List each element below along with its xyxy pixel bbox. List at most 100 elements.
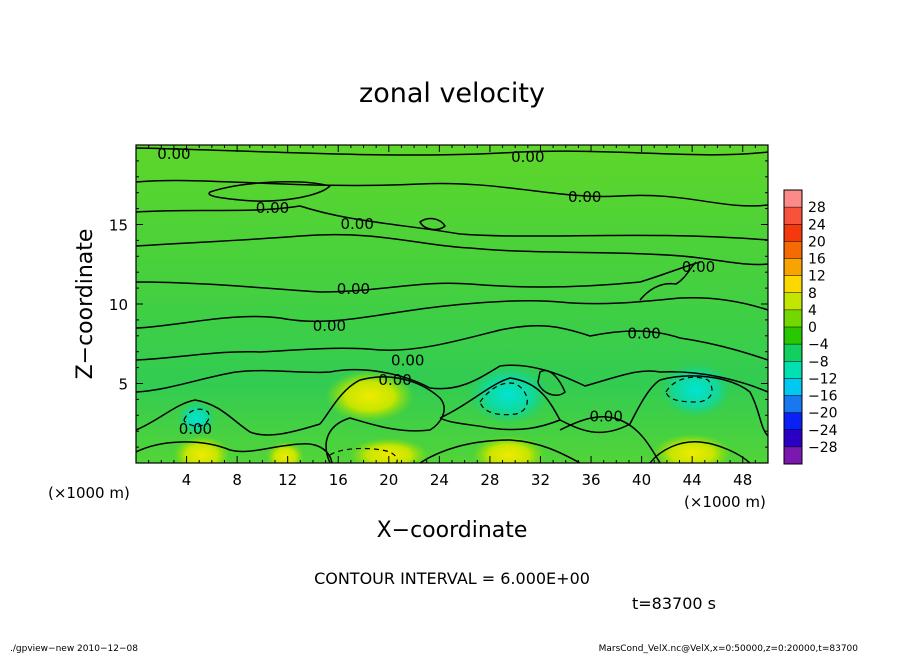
contour-label: 0.00: [340, 215, 373, 233]
contour-label: 0.00: [378, 371, 411, 389]
colorbar-swatch: [784, 361, 802, 379]
colorbar-swatch: [784, 446, 802, 465]
colorbar-swatch: [784, 327, 802, 345]
contour-line: [559, 375, 768, 437]
colorbar-label: 24: [808, 217, 826, 233]
colorbar-label: 28: [808, 200, 826, 216]
colorbar-swatch: [784, 412, 802, 431]
colorbar-swatch: [784, 258, 802, 277]
contour-label: 0.00: [627, 325, 660, 343]
colorbar-swatch: [784, 224, 802, 242]
positive-anomaly: [325, 370, 415, 422]
x-tick-label: 48: [733, 471, 752, 489]
contour-label: 0.00: [256, 199, 289, 217]
colorbar-swatch: [784, 309, 802, 328]
x-tick-label: 32: [531, 471, 550, 489]
contour-label: 0.00: [157, 145, 190, 163]
colorbar-label: 12: [808, 269, 826, 285]
contour-line: [649, 441, 751, 463]
contour-lines: [136, 147, 768, 463]
y-tick-label: 5: [118, 376, 128, 394]
contour-label: 0.00: [337, 280, 370, 298]
time-text: t=83700 s: [632, 594, 716, 613]
colorbar-swatch: [784, 190, 802, 208]
dashed-contour: [665, 376, 713, 403]
contour-interval-text: CONTOUR INTERVAL = 6.000E+00: [314, 569, 590, 588]
colorbar-swatch: [784, 344, 802, 362]
x-tick-label: 16: [329, 471, 348, 489]
x-tick-label: 36: [581, 471, 600, 489]
x-tick-label: 8: [232, 471, 242, 489]
plot-area: 0.00 0.00 0.00 0.00 0.00 0.00 0.00 0.00 0.00 0.00…: [136, 145, 768, 463]
contour-line: [136, 325, 768, 361]
x-tick-label: 28: [480, 471, 499, 489]
contour-line: [136, 399, 321, 436]
colorbar-label: −24: [808, 423, 838, 439]
x-axis-unit-left: (×1000 m): [48, 484, 130, 502]
positive-anomaly: [652, 434, 732, 463]
colorbar-label: 0: [808, 320, 817, 336]
colorbar-label: −28: [808, 440, 838, 456]
contour-line: [136, 205, 768, 241]
contour-line: [136, 441, 333, 463]
contour-line: [439, 377, 562, 431]
contour-line: [136, 179, 768, 207]
contour-line: [136, 364, 768, 393]
contour-line: [136, 233, 768, 266]
colorbar-label: −8: [808, 354, 829, 370]
colorbar-swatch: [784, 241, 802, 259]
dashed-contour: [329, 447, 398, 463]
colorbar-label: 4: [808, 303, 817, 319]
dashed-contour: [183, 408, 210, 427]
contour-line: [136, 147, 768, 156]
colorbar-label: −12: [808, 371, 838, 387]
colorbar-swatch: [784, 207, 802, 225]
negative-anomaly: [177, 401, 216, 436]
contour-line: [419, 439, 581, 463]
negative-anomaly: [659, 361, 733, 418]
colorbar-label: 8: [808, 286, 817, 302]
contour-line: [208, 181, 332, 202]
footer-left-text: ./gpview−new 2010−12−08: [10, 644, 138, 654]
colorbar-label: 20: [808, 234, 826, 250]
footer-right-text: MarsCond_VelX.nc@VelX,x=0:50000,z=0:2000…: [599, 644, 859, 654]
y-tick-label: 15: [109, 217, 128, 235]
contour-label: 0.00: [179, 420, 212, 438]
colorbar-label: −20: [808, 406, 838, 422]
contour-line: [136, 261, 701, 293]
chart-title: zonal velocity: [359, 78, 545, 109]
x-tick-label: 24: [430, 471, 449, 489]
negative-anomaly: [467, 364, 550, 425]
positive-anomaly: [349, 437, 429, 463]
plot-background: [136, 145, 768, 463]
y-axis-ticks: 5 10 15: [109, 160, 768, 448]
x-tick-label: 44: [683, 471, 702, 489]
colorbar-swatch: [784, 429, 802, 448]
contour-label: 0.00: [590, 407, 623, 425]
dashed-contours: [183, 376, 713, 463]
colorbar-swatch: [784, 292, 802, 311]
x-tick-label: 40: [632, 471, 651, 489]
x-axis-ticks: 4 8 12 16 20 24 28 32 36 40 44 48: [148, 145, 756, 489]
colorbar-label: −4: [808, 337, 829, 353]
contour-line: [559, 416, 661, 463]
contour-line: [419, 217, 446, 231]
dashed-contour: [479, 382, 528, 416]
contour-label: 0.00: [682, 258, 715, 276]
colorbar-label: 16: [808, 252, 826, 268]
contour-label: 0.00: [313, 317, 346, 335]
contour-line: [537, 369, 566, 396]
x-axis-label: X−coordinate: [377, 518, 528, 543]
x-tick-label: 12: [278, 471, 297, 489]
contour-labels: 0.00 0.00 0.00 0.00 0.00 0.00 0.00 0.00 0.00 0.00…: [157, 145, 715, 438]
contour-label: 0.00: [511, 148, 544, 166]
contour-line: [136, 296, 768, 329]
colorbar-label: −16: [808, 389, 838, 405]
contour-line: [639, 261, 697, 301]
x-tick-label: 20: [379, 471, 398, 489]
colorbar-swatch: [784, 395, 802, 414]
colorbar-swatch: [784, 378, 802, 396]
x-axis-unit-right: (×1000 m): [684, 493, 766, 511]
